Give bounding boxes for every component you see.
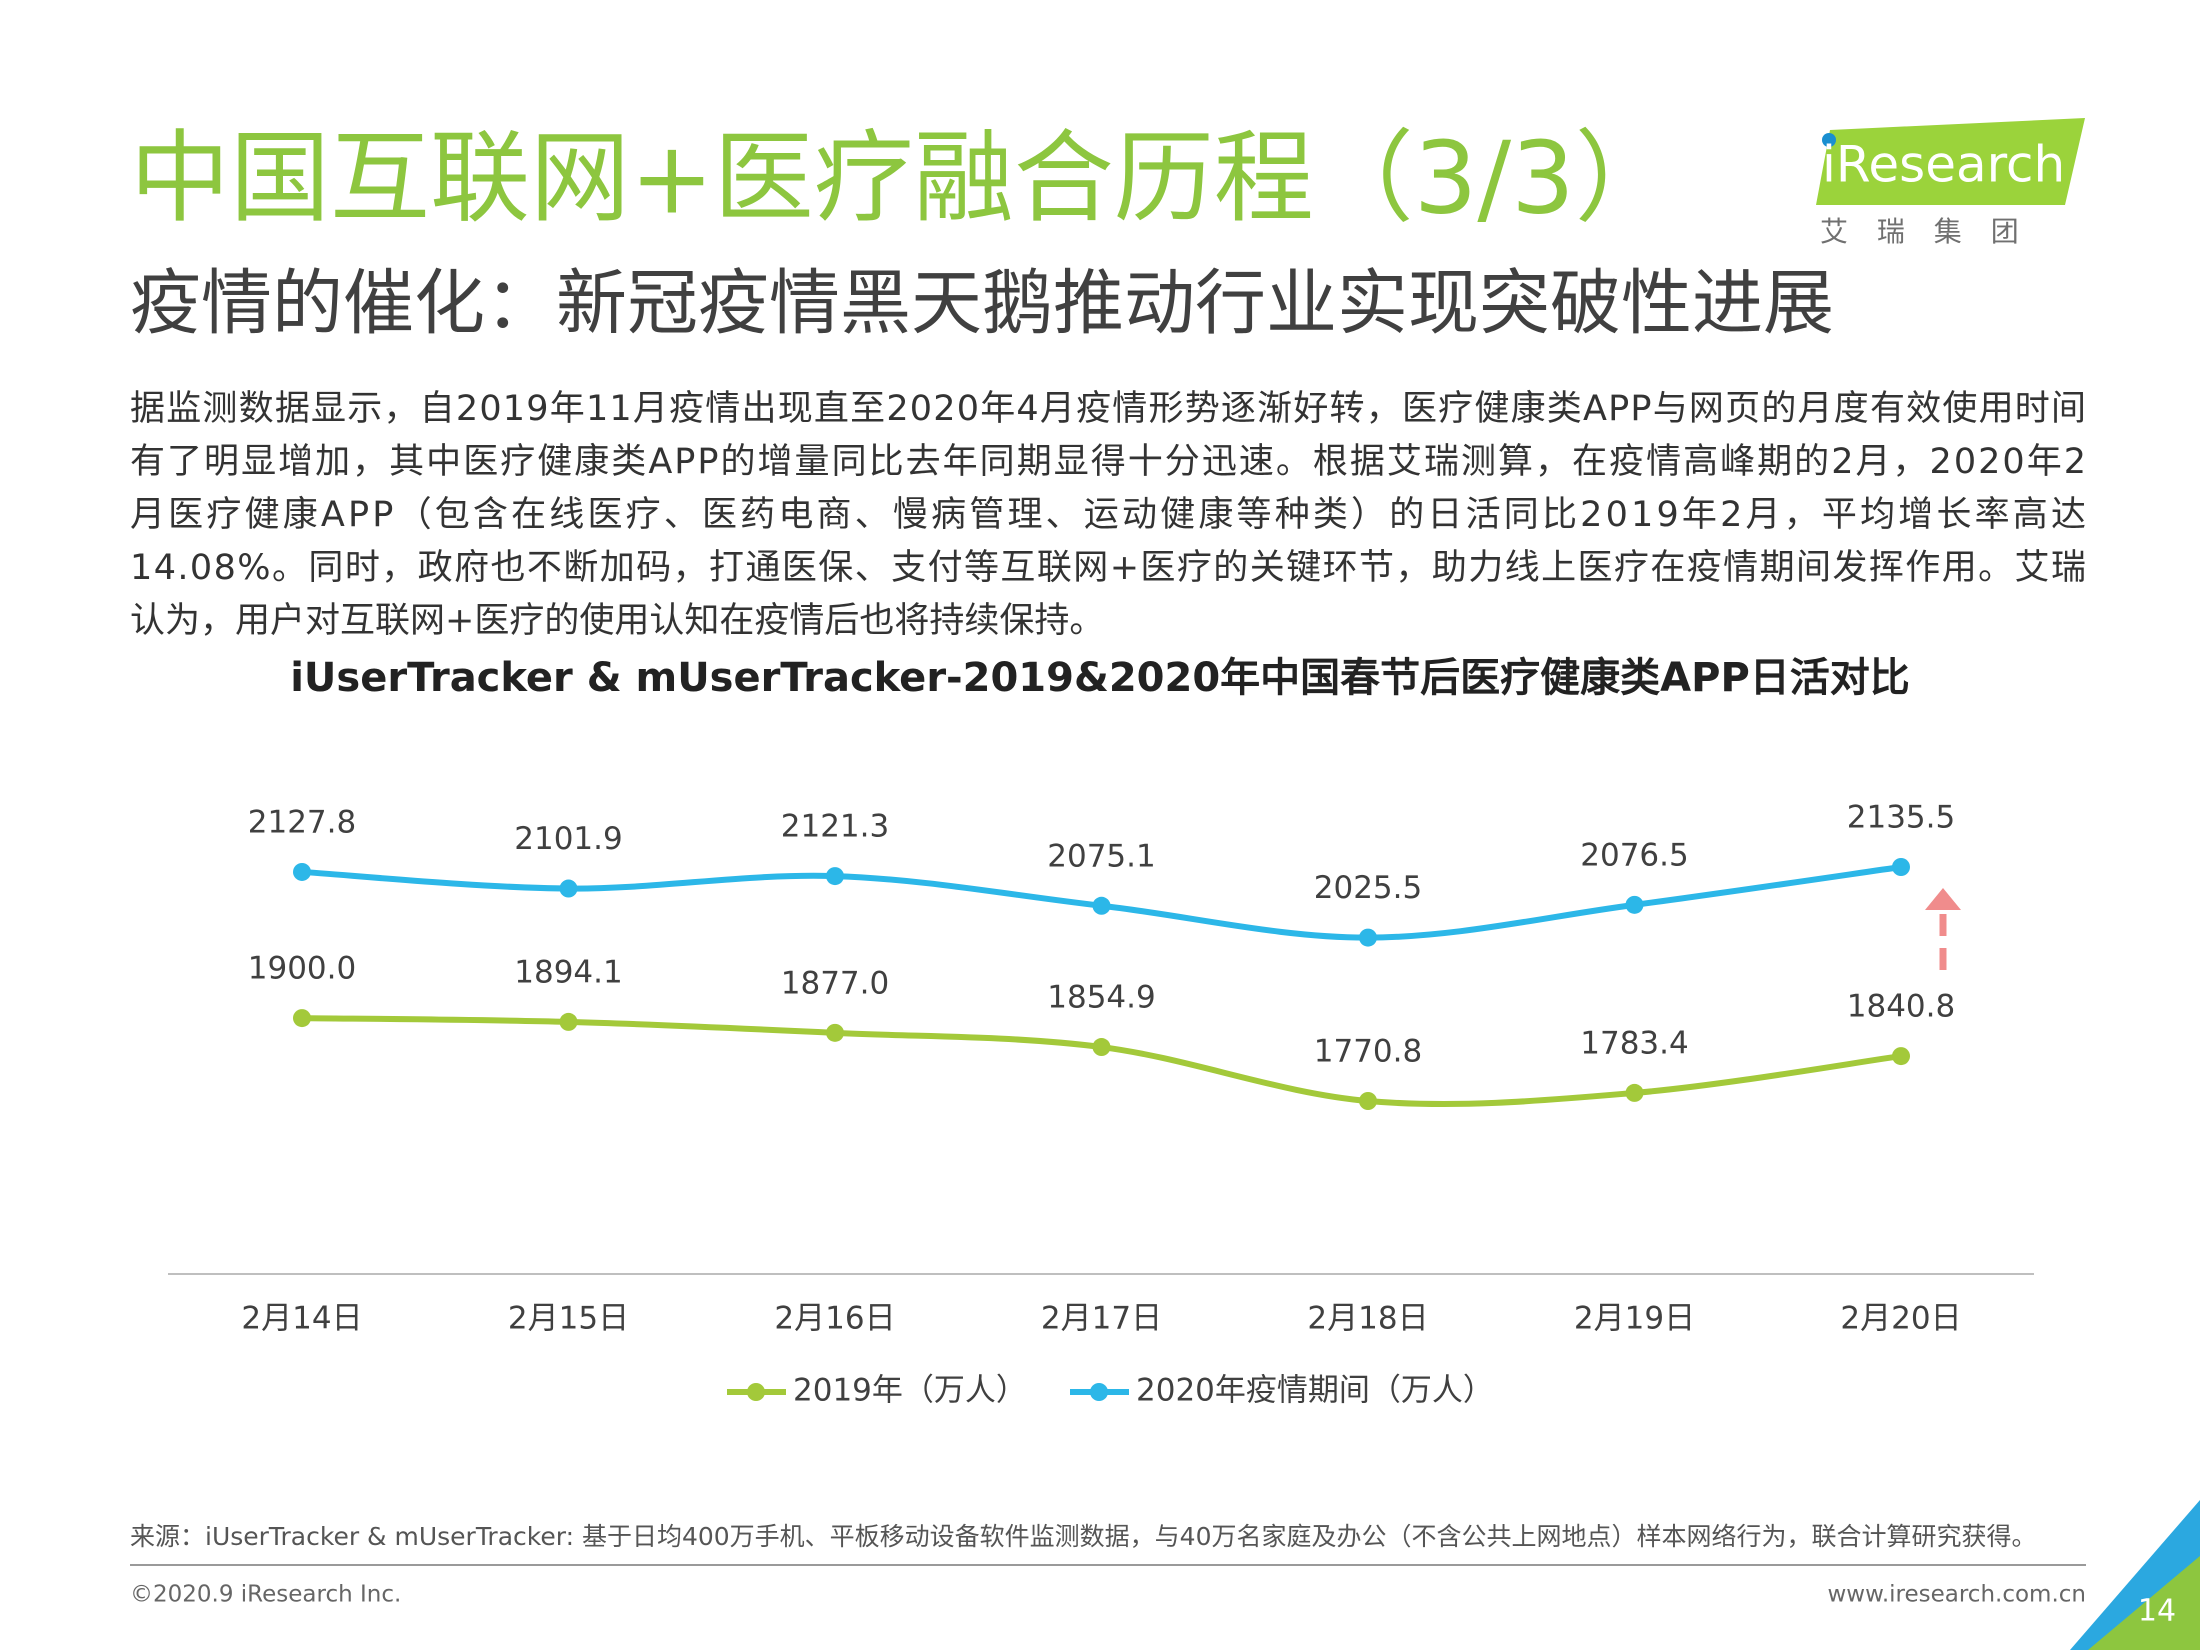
chart-title: iUserTracker & mUserTracker-2019&2020年中国…: [290, 655, 1910, 701]
slide-title: 中国互联网+医疗融合历程（3/3）: [130, 119, 1675, 236]
corner-green: [2088, 1556, 2200, 1650]
logo-subtext: 艾 瑞 集 团: [1820, 215, 2029, 248]
data-label: 1770.8: [1314, 1034, 1422, 1070]
body-line: 有了明显增加，其中医疗健康类APP的增量同比去年同期显得十分迅速。根据艾瑞测算，…: [130, 442, 2086, 482]
data-label: 2135.5: [1847, 800, 1955, 836]
website: www.iresearch.com.cn: [1828, 1582, 2087, 1608]
x-tick-label: 2月20日: [1840, 1301, 1961, 1337]
x-tick-label: 2月19日: [1574, 1301, 1695, 1337]
legend-marker: [747, 1383, 765, 1401]
logo-dot: [1822, 133, 1836, 147]
data-label: 2025.5: [1314, 870, 1422, 906]
data-point: [293, 1009, 311, 1028]
data-point: [826, 867, 844, 886]
data-point: [1092, 1038, 1111, 1057]
data-point: [1892, 1047, 1910, 1066]
data-label: 2101.9: [514, 821, 622, 857]
slide-subtitle: 疫情的催化：新冠疫情黑天鹅推动行业实现突破性进展: [130, 262, 1834, 345]
data-point: [1625, 1083, 1644, 1102]
data-label: 2121.3: [781, 809, 889, 845]
data-label: 1840.8: [1847, 989, 1955, 1025]
logo-background: [1816, 118, 2085, 205]
data-label: 1783.4: [1580, 1025, 1688, 1061]
legend-label: 2020年疫情期间（万人）: [1136, 1373, 1494, 1409]
body-text: 据监测数据显示，自2019年11月疫情出现直至2020年4月疫情形势逐渐好转，医…: [130, 389, 2086, 641]
data-label: 2127.8: [248, 804, 356, 840]
data-point: [559, 879, 578, 898]
data-point: [1359, 1092, 1377, 1110]
x-tick-label: 2月16日: [774, 1301, 895, 1337]
x-tick-label: 2月15日: [508, 1301, 629, 1337]
data-point: [293, 862, 311, 881]
data-point: [826, 1023, 844, 1042]
trend-arrow: [1925, 888, 1961, 970]
data-label: 1900.0: [248, 951, 356, 987]
body-line: 月医疗健康APP（包含在线医疗、医药电商、慢病管理、运动健康等种类）的日活同比2…: [130, 495, 2086, 535]
data-point: [1892, 858, 1910, 876]
source-note: 来源：iUserTracker & mUserTracker: 基于日均400万…: [130, 1522, 2037, 1551]
x-tick-label: 2月18日: [1307, 1301, 1428, 1337]
body-line: 认为，用户对互联网+医疗的使用认知在疫情后也将持续保持。: [130, 601, 1104, 641]
data-point: [1092, 896, 1111, 915]
data-label: 2076.5: [1580, 837, 1688, 873]
body-line: 据监测数据显示，自2019年11月疫情出现直至2020年4月疫情形势逐渐好转，医…: [130, 389, 2086, 429]
data-label: 1854.9: [1047, 980, 1155, 1016]
data-point: [1625, 895, 1644, 914]
data-label: 2075.1: [1047, 838, 1155, 874]
page-number: 14: [2138, 1594, 2176, 1629]
x-tick-label: 2月17日: [1041, 1301, 1162, 1337]
logo-text: iResearch: [1822, 136, 2065, 194]
arrow-head: [1925, 888, 1961, 910]
x-tick-label: 2月14日: [241, 1301, 362, 1337]
data-label: 1877.0: [781, 965, 889, 1001]
legend-marker: [1090, 1383, 1108, 1401]
copyright: ©2020.9 iResearch Inc.: [130, 1582, 401, 1608]
legend-label: 2019年（万人）: [793, 1373, 1027, 1409]
data-point: [559, 1012, 578, 1031]
data-point: [1359, 928, 1377, 947]
corner-blue: [2070, 1500, 2200, 1650]
body-line: 14.08%。同时，政府也不断加码，打通医保、支付等互联网+医疗的关键环节，助力…: [130, 548, 2086, 588]
data-label: 1894.1: [514, 954, 622, 990]
